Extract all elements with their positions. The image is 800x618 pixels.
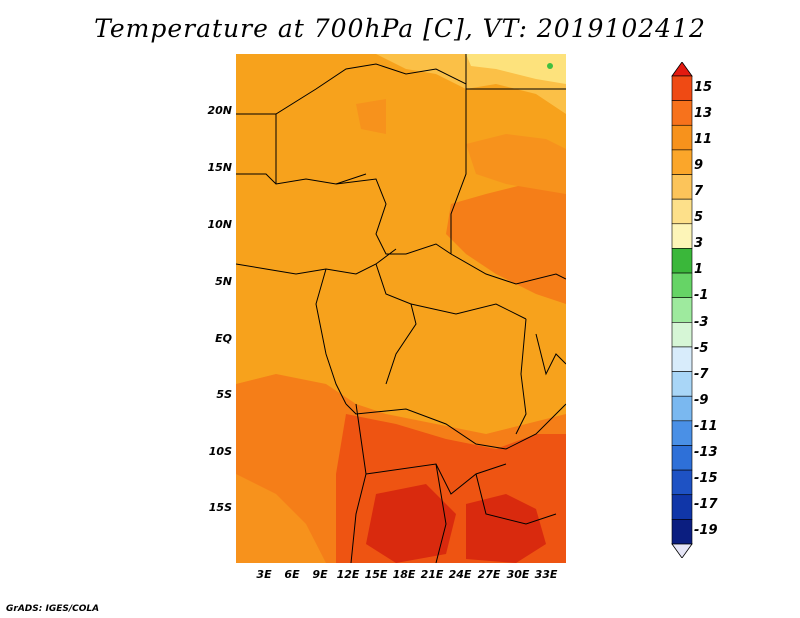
colorbar-swatch — [671, 124, 693, 151]
colorbar-swatch — [671, 494, 693, 520]
colorbar-swatch — [671, 395, 693, 422]
colorbar-swatch — [671, 469, 693, 496]
spot-northeast — [547, 63, 553, 69]
colorbar-label: -13 — [694, 444, 718, 460]
lon-label: 15E — [364, 568, 388, 581]
colorbar-label: 15 — [694, 80, 713, 95]
colorbar-swatch — [671, 75, 693, 101]
credit-label: GrADS: IGES/COLA — [6, 604, 100, 614]
lat-label: 5S — [216, 388, 232, 401]
colorbar-swatch — [671, 346, 693, 372]
lat-label: 10N — [207, 218, 232, 231]
country-borders — [236, 54, 566, 563]
lon-label: 27E — [477, 568, 501, 581]
colorbar-label: -3 — [694, 314, 709, 330]
map-title: Temperature at 700hPa [C], VT: 201910241… — [94, 14, 706, 43]
colorbar-swatch — [671, 371, 693, 397]
lat-label: 10S — [208, 445, 232, 458]
lat-label: 15S — [208, 501, 232, 514]
colorbar-swatch — [671, 322, 693, 348]
colorbar-label: 3 — [694, 236, 704, 252]
lat-label: 20N — [207, 104, 232, 117]
colorbar-swatch — [671, 420, 693, 446]
region-west-spot — [356, 99, 386, 134]
colorbar-swatch — [671, 445, 693, 471]
colorbar-swatch — [671, 297, 693, 323]
colorbar-label: -17 — [694, 496, 718, 512]
lat-label: 5N — [215, 275, 232, 288]
lon-label: 33E — [534, 568, 558, 581]
colorbar-label: -15 — [694, 470, 718, 486]
colorbar-label: 5 — [694, 210, 704, 226]
colorbar-label: -7 — [694, 366, 709, 382]
colorbar-label: -11 — [694, 418, 718, 434]
colorbar-bottom-arrow — [671, 543, 693, 558]
lon-label: 3E — [256, 568, 272, 581]
region-5-7-north — [466, 54, 566, 84]
colorbar-label: -19 — [694, 523, 718, 538]
lon-label: 30E — [506, 568, 530, 581]
lon-label: 6E — [284, 568, 300, 581]
colorbar-label: -9 — [694, 392, 709, 408]
colorbar-swatch — [671, 519, 693, 545]
colorbar-top-arrow — [671, 62, 693, 77]
colorbar-label: 1 — [694, 262, 704, 278]
colorbar-label: 13 — [694, 106, 713, 122]
lat-label: 15N — [207, 161, 232, 174]
lat-label: EQ — [215, 332, 232, 345]
colorbar-swatch — [671, 174, 693, 200]
region-15-plus-a — [366, 484, 456, 563]
colorbar-label: 9 — [694, 158, 704, 174]
colorbar-swatch — [671, 198, 693, 225]
region-13-15-west — [236, 474, 326, 563]
colorbar-label: -1 — [694, 288, 709, 304]
colorbar-swatch — [671, 223, 693, 249]
colorbar-label: 7 — [694, 184, 704, 200]
lon-label: 21E — [420, 568, 444, 581]
colorbar-label: 11 — [694, 132, 713, 148]
region-15-plus-b — [466, 494, 546, 563]
lon-label: 18E — [392, 568, 416, 581]
colorbar — [671, 62, 693, 558]
colorbar-swatch — [671, 149, 693, 175]
temperature-map — [236, 54, 566, 563]
lon-label: 24E — [448, 568, 472, 581]
lon-label: 12E — [336, 568, 360, 581]
lon-label: 9E — [312, 568, 328, 581]
colorbar-swatch — [671, 272, 693, 298]
colorbar-swatch — [671, 100, 693, 126]
region-11-13-northeast — [466, 134, 566, 194]
colorbar-swatch — [671, 248, 693, 274]
region-11-13-east — [446, 184, 566, 304]
colorbar-label: -5 — [694, 340, 709, 356]
